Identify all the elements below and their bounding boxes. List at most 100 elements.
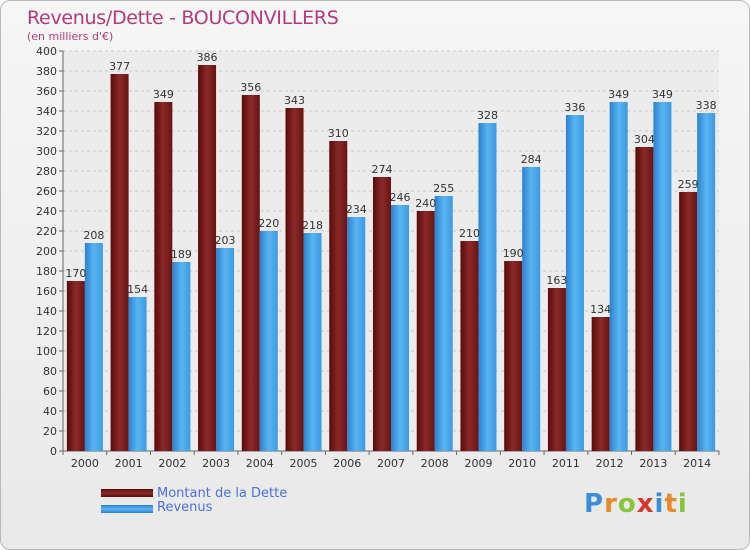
bar-dette xyxy=(504,261,523,451)
y-tick-label: 40 xyxy=(43,405,57,418)
y-tick-label: 180 xyxy=(36,265,57,278)
bar-dette xyxy=(198,65,217,451)
bar-revenus xyxy=(653,102,672,451)
data-label: 208 xyxy=(83,229,104,242)
data-label: 218 xyxy=(302,219,323,232)
bar-dette xyxy=(154,102,173,451)
y-tick-label: 320 xyxy=(36,125,57,138)
x-tick-label: 2009 xyxy=(464,457,492,470)
y-tick-label: 20 xyxy=(43,425,57,438)
data-label: 349 xyxy=(608,88,629,101)
x-tick-label: 2004 xyxy=(246,457,274,470)
data-label: 203 xyxy=(215,234,236,247)
data-label: 210 xyxy=(459,227,480,240)
y-tick-label: 380 xyxy=(36,65,57,78)
x-tick-label: 2001 xyxy=(115,457,143,470)
chart-subtitle: (en milliers d'€) xyxy=(27,30,114,43)
data-label: 259 xyxy=(678,178,699,191)
data-label: 246 xyxy=(390,191,411,204)
bar-revenus xyxy=(128,297,147,451)
bar-revenus xyxy=(259,231,278,451)
bar-dette xyxy=(66,281,85,451)
x-tick-label: 2003 xyxy=(202,457,230,470)
y-tick-label: 80 xyxy=(43,365,57,378)
y-tick-label: 360 xyxy=(36,85,57,98)
bar-revenus xyxy=(697,113,716,451)
x-tick-label: 2005 xyxy=(290,457,318,470)
bar-revenus xyxy=(565,115,584,451)
data-label: 284 xyxy=(521,153,542,166)
bar-revenus xyxy=(84,243,103,451)
data-label: 356 xyxy=(240,81,261,94)
x-tick-label: 2013 xyxy=(639,457,667,470)
bar-dette xyxy=(591,317,610,451)
x-tick-label: 2011 xyxy=(552,457,580,470)
data-label: 134 xyxy=(590,303,611,316)
y-tick-label: 400 xyxy=(36,45,57,58)
y-tick-label: 160 xyxy=(36,285,57,298)
data-label: 189 xyxy=(171,248,192,261)
bar-dette xyxy=(547,288,566,451)
y-tick-label: 300 xyxy=(36,145,57,158)
bar-dette xyxy=(416,211,435,451)
x-tick-label: 2010 xyxy=(508,457,536,470)
legend-label-revenus: Revenus xyxy=(157,500,213,515)
chart-title: Revenus/Dette - BOUCONVILLERS xyxy=(27,7,339,29)
data-label: 386 xyxy=(197,51,218,64)
bar-revenus xyxy=(522,167,541,451)
y-tick-label: 200 xyxy=(36,245,57,258)
data-label: 170 xyxy=(65,267,86,280)
y-tick-label: 260 xyxy=(36,185,57,198)
bar-revenus xyxy=(216,248,235,451)
bar-dette xyxy=(373,177,391,451)
legend-swatch-revenus xyxy=(101,505,153,513)
bar-revenus xyxy=(609,102,628,451)
data-label: 234 xyxy=(346,203,367,216)
data-label: 310 xyxy=(328,127,349,140)
y-tick-label: 220 xyxy=(36,225,57,238)
y-tick-label: 280 xyxy=(36,165,57,178)
y-tick-label: 60 xyxy=(43,385,57,398)
data-label: 154 xyxy=(127,283,148,296)
y-tick-label: 340 xyxy=(36,105,57,118)
data-label: 377 xyxy=(109,60,130,73)
data-label: 255 xyxy=(433,182,454,195)
bar-revenus xyxy=(478,123,497,451)
legend-swatch-dette xyxy=(101,489,153,497)
bar-dette xyxy=(635,147,654,451)
bar-dette xyxy=(241,95,260,451)
data-label: 336 xyxy=(564,101,585,114)
x-tick-label: 2007 xyxy=(377,457,405,470)
data-label: 338 xyxy=(696,99,717,112)
data-label: 190 xyxy=(503,247,524,260)
data-label: 304 xyxy=(634,133,655,146)
x-tick-label: 2008 xyxy=(421,457,449,470)
y-tick-label: 120 xyxy=(36,325,57,338)
bar-revenus xyxy=(303,233,322,451)
bar-dette xyxy=(110,74,129,451)
bar-revenus xyxy=(172,262,191,451)
x-tick-label: 2012 xyxy=(596,457,624,470)
data-label: 349 xyxy=(153,88,174,101)
y-tick-label: 140 xyxy=(36,305,57,318)
y-tick-label: 100 xyxy=(36,345,57,358)
bar-revenus xyxy=(391,205,409,451)
legend-label-dette: Montant de la Dette xyxy=(157,486,288,501)
data-label: 220 xyxy=(258,217,279,230)
x-tick-label: 2014 xyxy=(683,457,711,470)
bar-revenus xyxy=(434,196,453,451)
bar-dette xyxy=(285,108,304,451)
x-tick-label: 2006 xyxy=(333,457,361,470)
y-tick-label: 240 xyxy=(36,205,57,218)
bar-dette xyxy=(679,192,698,451)
bar-dette xyxy=(329,141,348,451)
data-label: 274 xyxy=(372,163,393,176)
bar-dette xyxy=(460,241,479,451)
x-tick-label: 2002 xyxy=(158,457,186,470)
x-tick-label: 2000 xyxy=(71,457,99,470)
bar-revenus xyxy=(347,217,366,451)
data-label: 240 xyxy=(415,197,436,210)
data-label: 328 xyxy=(477,109,498,122)
